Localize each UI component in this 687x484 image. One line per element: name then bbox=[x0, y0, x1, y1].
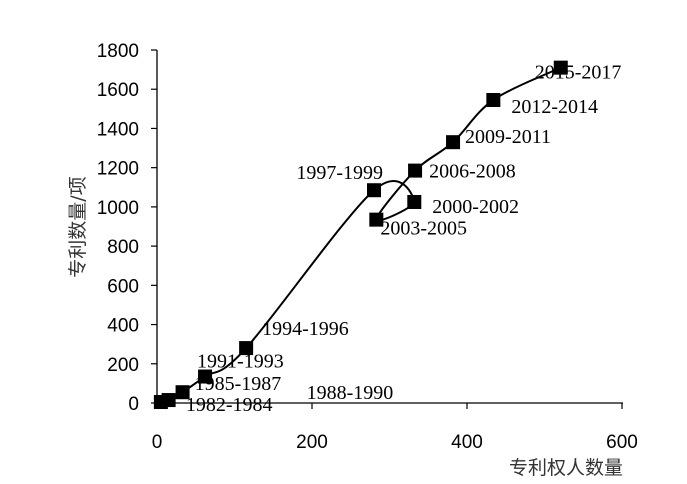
data-point-marker bbox=[369, 212, 384, 227]
point-label: 2015-2017 bbox=[535, 62, 622, 84]
y-tick-label: 400 bbox=[107, 316, 139, 337]
data-point-marker bbox=[553, 60, 568, 75]
data-point-marker bbox=[408, 163, 423, 178]
x-axis-title: 专利权人数量 bbox=[509, 457, 623, 479]
point-label: 2009-2011 bbox=[465, 126, 551, 148]
point-label: 1994-1996 bbox=[262, 318, 349, 340]
y-tick-label: 1400 bbox=[97, 119, 139, 140]
data-point-marker bbox=[239, 341, 254, 356]
x-tick-label: 200 bbox=[296, 432, 328, 453]
point-label: 2006-2008 bbox=[429, 161, 516, 183]
data-point-marker bbox=[161, 393, 176, 408]
x-tick-label: 0 bbox=[152, 432, 163, 453]
point-label: 1985-1987 bbox=[195, 373, 282, 395]
point-label: 1991-1993 bbox=[197, 351, 284, 373]
y-axis-title: 专利数量/项 bbox=[67, 176, 89, 277]
y-tick-label: 1600 bbox=[97, 80, 139, 101]
axes: 0 200 400 600 0 200 400 600 800 1000 1200 1400 1600 1… bbox=[97, 41, 638, 453]
data-point-marker bbox=[367, 183, 381, 198]
y-tick-label: 600 bbox=[107, 276, 139, 297]
y-tick-label: 1000 bbox=[97, 198, 139, 219]
point-label: 2000-2002 bbox=[432, 196, 519, 218]
data-point-marker bbox=[175, 385, 190, 400]
point-label: 2012-2014 bbox=[511, 96, 598, 118]
y-tick-label: 1200 bbox=[97, 159, 139, 180]
data-point-marker bbox=[446, 135, 461, 150]
x-tick-label: 400 bbox=[451, 432, 483, 453]
point-label: 1997-1999 bbox=[296, 162, 383, 184]
data-point-marker bbox=[486, 93, 501, 108]
data-point-marker bbox=[198, 369, 213, 384]
y-tick-label: 0 bbox=[128, 394, 139, 415]
point-label: 1982-1984 bbox=[186, 394, 273, 416]
point-label: 2003-2005 bbox=[380, 218, 467, 240]
y-tick-label: 200 bbox=[107, 355, 139, 376]
y-tick-label: 800 bbox=[107, 237, 139, 258]
y-tick-label: 1800 bbox=[97, 41, 139, 62]
point-label: 1988-1990 bbox=[307, 382, 394, 404]
data-point-marker bbox=[407, 194, 422, 209]
data-markers bbox=[153, 60, 568, 410]
x-tick-label: 600 bbox=[606, 432, 638, 453]
